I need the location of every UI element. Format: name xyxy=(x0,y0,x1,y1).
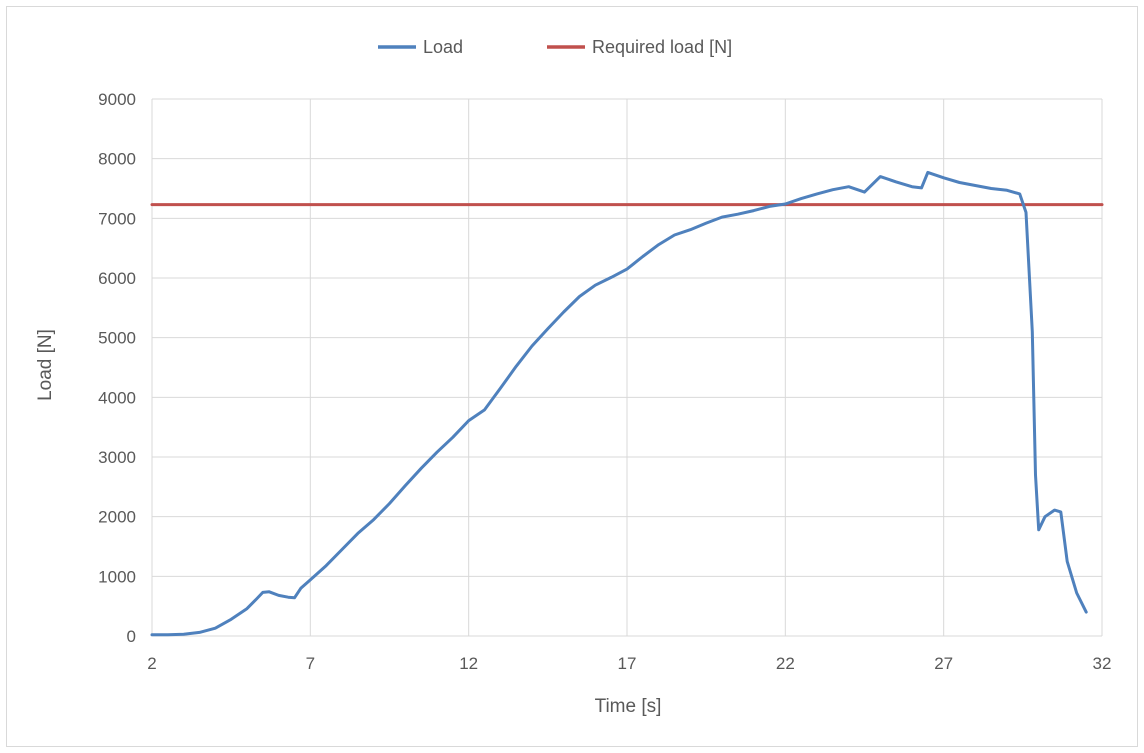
y-axis-title: Load [N] xyxy=(35,329,56,401)
x-tick-label: 32 xyxy=(1093,654,1112,673)
x-tick-label: 27 xyxy=(934,654,953,673)
series-lines xyxy=(150,170,1104,637)
y-tick-label: 9000 xyxy=(98,90,136,109)
y-tick-label: 0 xyxy=(127,627,136,646)
legend: Load Required load [N] xyxy=(378,37,732,57)
y-tick-label: 6000 xyxy=(98,269,136,288)
y-tick-label: 2000 xyxy=(98,508,136,527)
series-line-load xyxy=(150,170,1088,637)
line-chart: 2 7 12 17 22 27 32 010002000300040005000600070… xyxy=(35,37,1111,717)
y-tick-label: 5000 xyxy=(98,329,136,348)
y-tick-label: 8000 xyxy=(98,150,136,169)
x-tick-label: 22 xyxy=(776,654,795,673)
gridlines xyxy=(151,98,1103,637)
legend-label-required-load: Required load [N] xyxy=(592,37,732,57)
x-tick-label: 17 xyxy=(618,654,637,673)
chart-container: 2 7 12 17 22 27 32 0 1000 2000 3000 4000 5000 6000 70… xyxy=(6,6,1138,747)
x-tick-label: 2 xyxy=(147,654,156,673)
x-axis-tick-labels: 2 7 12 17 22 27 32 xyxy=(147,654,1111,673)
y-tick-label: 1000 xyxy=(98,567,136,586)
y-tick-label: 3000 xyxy=(98,448,136,467)
legend-label-load: Load xyxy=(423,37,463,57)
x-axis-title: Time [s] xyxy=(595,696,662,717)
x-tick-label: 7 xyxy=(306,654,315,673)
y-tick-label: 7000 xyxy=(98,209,136,228)
y-tick-label: 4000 xyxy=(98,388,136,407)
x-tick-label: 12 xyxy=(459,654,478,673)
y-axis-tick-labels: 0 1000 2000 3000 4000 5000 6000 7000 8000 9000 xyxy=(98,90,136,646)
